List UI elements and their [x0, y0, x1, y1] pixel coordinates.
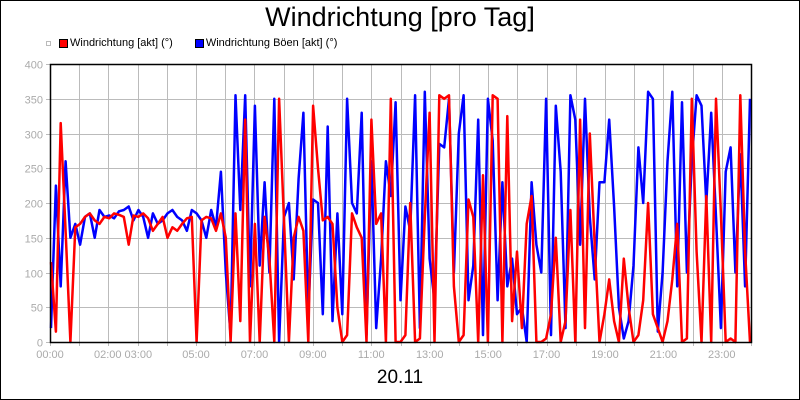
y-tick-label: 150 [25, 234, 43, 246]
y-tick-label: 250 [25, 164, 43, 176]
y-tick-label: 400 [25, 60, 43, 72]
x-tick-label: 02:00 03:00 [94, 349, 152, 361]
x-tick-label: 21:00 [650, 349, 678, 361]
legend: Windrichtung [akt] (°) Windrichtung Böen… [46, 37, 359, 49]
x-tick-label: 00:00 [36, 349, 64, 361]
y-tick-label: 0 [37, 338, 43, 350]
plot-border [49, 63, 753, 344]
x-tick-label: 17:00 [533, 349, 561, 361]
x-tick-label: 11:00 [358, 349, 385, 361]
date-label: 20.11 [376, 367, 424, 388]
legend-label: Windrichtung [akt] (°) [70, 37, 173, 49]
legend-swatch-red-icon [59, 38, 68, 48]
x-tick-label: 19:00 [591, 349, 619, 361]
chart-title: Windrichtung [pro Tag] [265, 2, 535, 32]
y-tick-label: 350 [25, 95, 43, 107]
legend-item-windrichtung[interactable]: Windrichtung [akt] (°) [59, 37, 173, 49]
x-tick-label: 13:00 [416, 349, 444, 361]
x-tick-label: 15:00 [474, 349, 502, 361]
y-tick-label: 50 [31, 303, 43, 315]
legend-swatch-blue-icon [194, 38, 204, 48]
x-tick-label: 05:00 [182, 349, 210, 361]
y-tick-label: 200 [25, 199, 43, 211]
series-line [49, 90, 752, 344]
legend-item-windrichtung-boeen[interactable]: Windrichtung Böen [akt] (°) [194, 37, 338, 49]
y-tick-label: 300 [25, 130, 43, 142]
x-tick-label: 09:00 [299, 349, 327, 361]
y-tick-label: 100 [25, 269, 43, 281]
legend-toggle-icon[interactable] [46, 40, 51, 46]
x-tick-label: 23:00 [708, 349, 736, 361]
x-tick-label: 07:00 [241, 349, 269, 361]
legend-label: Windrichtung Böen [akt] (°) [205, 37, 338, 49]
